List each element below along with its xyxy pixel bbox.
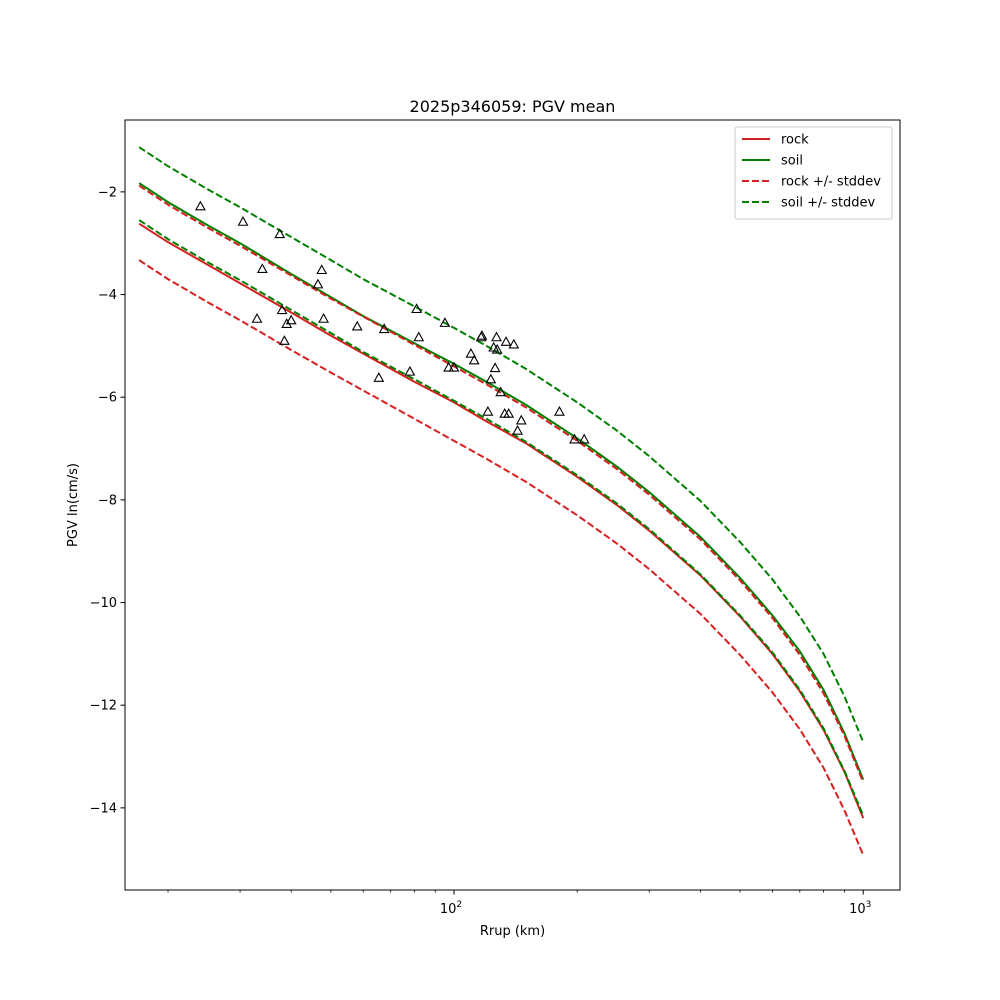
observation-point (500, 336, 512, 346)
series-line-5 (138, 219, 865, 816)
observation-point (495, 386, 507, 397)
y-tick-label: −12 (90, 699, 117, 714)
observation-point (378, 323, 390, 334)
plot-area (138, 146, 865, 856)
observation-point (256, 263, 268, 274)
observation-point (351, 320, 363, 331)
y-tick-label: −8 (98, 493, 117, 508)
y-tick-label: −4 (98, 288, 117, 303)
observation-point (285, 314, 297, 325)
observation-point (515, 414, 527, 425)
observation-point (194, 200, 206, 211)
observation-point (373, 372, 385, 382)
series-line-3 (138, 259, 865, 856)
observation-point (312, 278, 324, 289)
observation-point (276, 304, 288, 315)
y-axis-label: PGV ln(cm/s) (66, 463, 81, 547)
legend-label: soil +/- stddev (781, 196, 876, 211)
chart-title: 2025p346059: PGV mean (410, 97, 616, 116)
observation-point (251, 313, 263, 323)
y-tick-label: −6 (98, 391, 117, 406)
observation-point (274, 228, 286, 239)
observation-point (489, 362, 501, 373)
observation-point (278, 335, 290, 345)
observation-point (503, 407, 515, 418)
legend-label: rock +/- stddev (781, 175, 881, 190)
observation-point (413, 331, 425, 342)
observation-point (465, 347, 477, 358)
axes-frame (124, 119, 901, 891)
observation-point (508, 338, 520, 349)
y-axis: −2 −4 −6 −8 −10 −12 −14 (90, 185, 125, 816)
series-line-2 (138, 184, 865, 783)
observation-point (468, 354, 480, 365)
observation-point (491, 331, 502, 342)
observation-point (482, 405, 494, 416)
y-tick-label: −14 (90, 801, 117, 816)
series-line-4 (138, 146, 865, 743)
observation-point (439, 317, 451, 327)
series-line-1 (138, 182, 865, 781)
x-axis-label: Rrup (km) (480, 924, 545, 939)
y-tick-label: −10 (90, 596, 117, 611)
observation-point (237, 216, 249, 226)
observation-point (448, 361, 460, 372)
legend-box (734, 126, 893, 220)
observation-point (476, 329, 488, 340)
observation-point (578, 433, 590, 444)
observation-point (411, 303, 423, 314)
observation-point (512, 424, 524, 435)
observation-point (485, 373, 497, 384)
legend-label: rock (781, 133, 809, 148)
observation-point (316, 264, 328, 275)
y-tick-label: −2 (98, 185, 117, 200)
observation-point (318, 313, 330, 323)
observation-point (569, 433, 580, 444)
observation-point (554, 405, 565, 416)
legend-label: soil (781, 154, 803, 169)
observation-point (491, 343, 503, 354)
observation-point (443, 361, 455, 372)
legend: rock soil rock +/- stddev soil +/- stddev (734, 126, 893, 220)
observation-point (404, 365, 416, 376)
